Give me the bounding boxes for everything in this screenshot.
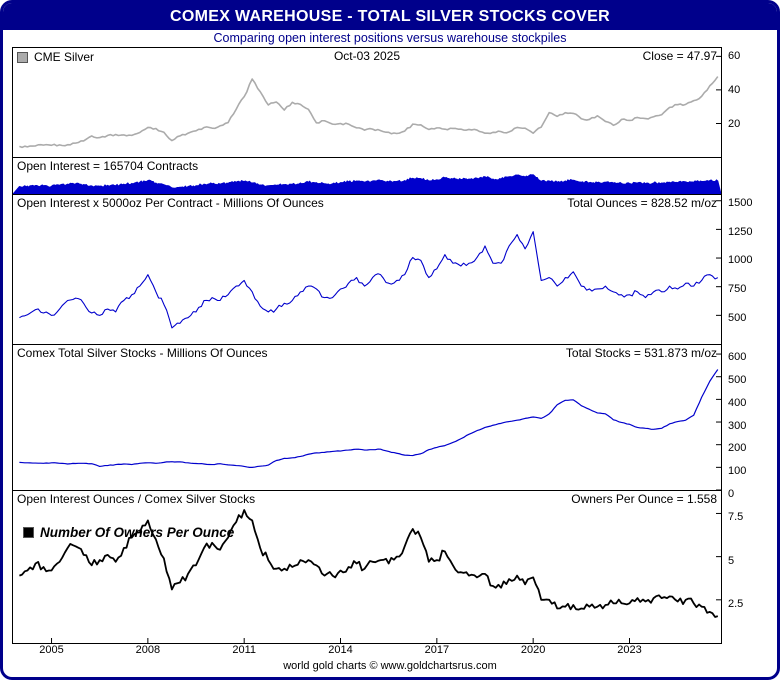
y-axis-tick-label: 200 [728,442,747,455]
open-interest-plot [13,174,721,194]
chart-subtitle: Comparing open interest positions versus… [213,31,567,45]
y-axis-tick-label: 500 [728,373,747,386]
owners-legend-label: Number Of Owners Per Ounce [40,525,235,540]
total-stocks-label: Total Stocks = 531.873 m/oz [565,346,717,360]
panel-owners-per-ounce: Open Interest Ounces / Comex Silver Stoc… [13,491,721,643]
owners-per-ounce-value-label: Owners Per Ounce = 1.558 [571,492,717,506]
y-axis-tick-label: 400 [728,396,747,409]
chart-date-label: Oct-03 2025 [333,49,401,63]
cme-silver-price-plot [19,55,721,149]
y-axis-tick-label: 2.5 [728,597,744,610]
y-axis-tick-label: 500 [728,312,747,325]
y-axis-tick-label: 7.5 [728,511,744,524]
y-axis-tick-label: 1000 [728,254,753,267]
owners-title-label: Open Interest Ounces / Comex Silver Stoc… [17,492,256,506]
x-axis-year-label: 2017 [424,644,450,656]
panel-open-interest-ounces: Open Interest x 5000oz Per Contract - Mi… [13,195,721,345]
owners-per-ounce-plot [19,509,721,643]
y-axis-tick-label: 5 [728,554,735,567]
owners-legend: Number Of Owners Per Ounce [23,525,234,540]
open-interest-ounces-series [19,231,719,329]
oi-ounces-title-label: Open Interest x 5000oz Per Contract - Mi… [17,196,324,210]
cme-silver-legend-label: CME Silver [34,50,95,64]
x-axis-year-label: 2014 [328,644,353,656]
cme-silver-price-series [19,76,719,149]
y-axis-tick-label: 1500 [728,196,753,209]
cme-silver-legend: CME Silver [17,50,94,64]
y-axis-tick-label: 0 [728,488,735,500]
y-axis-tick-label: 600 [728,351,747,364]
open-interest-ounces-plot [19,200,721,329]
total-ounces-label: Total Ounces = 828.52 m/oz [567,196,717,210]
gray-square-swatch-icon [17,51,28,63]
y-axis-tick-label: 750 [728,283,747,296]
page-title: COMEX WAREHOUSE - TOTAL SILVER STOCKS CO… [170,7,610,25]
comex-total-silver-stocks-series [19,369,719,468]
y-axis-tick-label: 100 [728,465,747,478]
chart-box: CME Silver Oct-03 2025 Close = 47.97 Ope… [12,47,722,644]
y-axis-tick-label: 300 [728,419,747,432]
comex-stocks-title-label: Comex Total Silver Stocks - Millions Of … [17,346,268,360]
open-interest-contracts-series [13,174,721,194]
x-axis-year-label: 2005 [39,644,64,656]
panel-cme-silver-price: CME Silver Oct-03 2025 Close = 47.97 [13,48,721,158]
x-axis-year-label: 2020 [520,644,546,656]
y-axis-tick-label: 1250 [728,225,753,238]
title-bar: COMEX WAREHOUSE - TOTAL SILVER STOCKS CO… [3,3,777,30]
panel-open-interest: Open Interest = 165704 Contracts [13,158,721,195]
y-axis-tick-label: 20 [728,118,741,131]
comex-stocks-plot [19,353,721,490]
footer-credit: world gold charts © www.goldchartsrus.co… [283,660,497,672]
x-axis-year-label: 2008 [135,644,161,656]
chart-area: CME Silver Oct-03 2025 Close = 47.97 Ope… [12,47,777,658]
close-price-label: Close = 47.97 [642,49,717,63]
x-axis-year-label: 2011 [232,644,256,656]
y-axis-tick-label: 60 [728,50,741,63]
open-interest-label: Open Interest = 165704 Contracts [17,159,199,173]
y-axis-tick-label: 40 [728,84,741,97]
owners-per-ounce-series [19,509,719,618]
panel-comex-stocks: Comex Total Silver Stocks - Millions Of … [13,345,721,491]
black-square-swatch-icon [23,527,34,538]
x-axis-labels: 2005 2008 2011 2014 2017 2020 2023 [12,644,722,658]
x-axis-year-label: 2023 [617,644,642,656]
